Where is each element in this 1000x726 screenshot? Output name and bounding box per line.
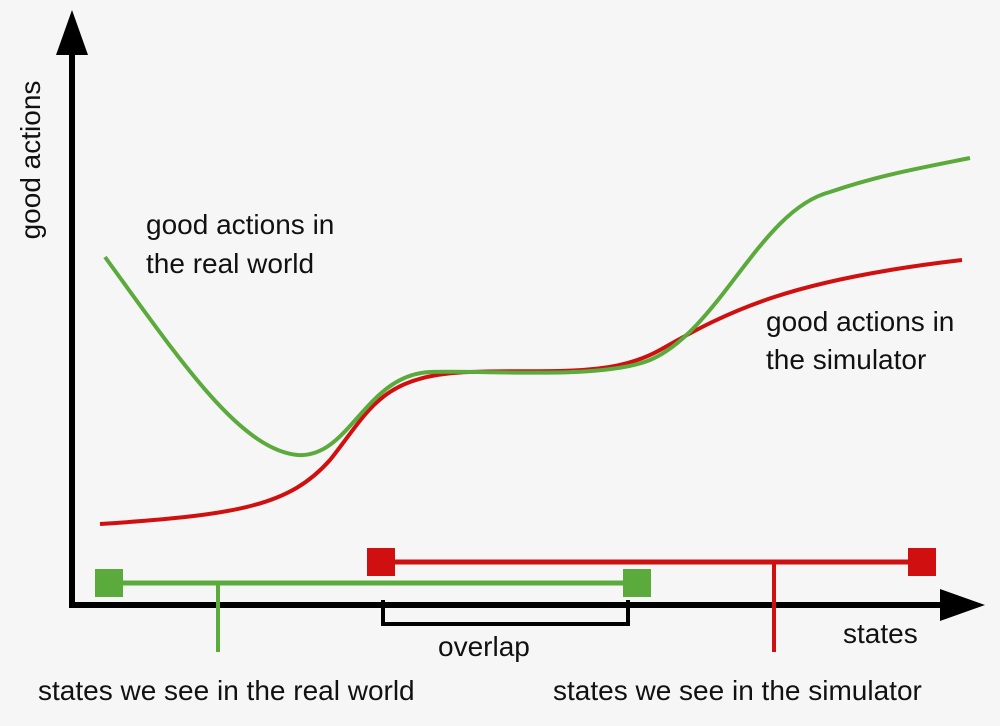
real-world-range (95, 569, 651, 652)
simulator-curve (99, 258, 963, 526)
simulator-curve-label-line2: the simulator (766, 344, 926, 375)
simulator-range-end-marker (908, 548, 936, 576)
overlap-label: overlap (438, 631, 530, 662)
x-axis-label: states (843, 618, 918, 649)
real-world-curve-label-line2: the real world (146, 248, 314, 279)
simulator-range (367, 548, 936, 652)
x-axis-arrow (940, 589, 985, 621)
simulator-range-start-marker (367, 548, 395, 576)
simulator-states-label: states we see in the simulator (553, 675, 922, 706)
real-world-states-label: states we see in the real world (38, 675, 415, 706)
overlap-bracket (381, 600, 630, 626)
real-world-curve-label-line1: good actions in (146, 209, 334, 240)
y-axis-arrow (56, 10, 88, 55)
real-world-range-start-marker (95, 569, 123, 597)
axes (56, 10, 985, 621)
y-axis-label: good actions (15, 81, 46, 240)
real-world-curve (103, 156, 971, 458)
simulator-curve-label-line1: good actions in (766, 306, 954, 337)
real-world-range-end-marker (623, 569, 651, 597)
